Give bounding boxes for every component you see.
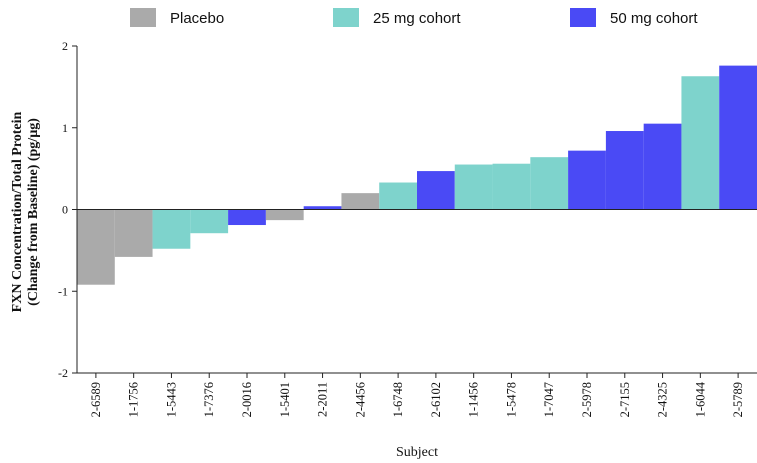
x-tick-label: 1-6044 bbox=[693, 381, 707, 417]
bar-2-5789 bbox=[719, 65, 757, 210]
y-tick-label: 0 bbox=[62, 203, 68, 217]
bar-2-5978 bbox=[568, 150, 606, 210]
bar-1-7376 bbox=[190, 209, 229, 234]
x-tick-label: 1-5443 bbox=[164, 382, 178, 417]
y-axis-title-line1: FXN Concentration/Total Protein bbox=[10, 111, 25, 312]
legend-swatch-50mg bbox=[570, 8, 596, 27]
bar-1-5401 bbox=[265, 209, 304, 221]
x-axis-title: Subject bbox=[396, 445, 438, 460]
x-tick-label: 1-5478 bbox=[504, 382, 518, 417]
x-tick-labels: 2-6589 1-1756 1-5443 1-7376 2-0016 1-5401 2-20… bbox=[89, 373, 745, 417]
y-tick-label: -1 bbox=[58, 284, 68, 298]
y-tick-label: -2 bbox=[58, 366, 68, 380]
bar-1-7047 bbox=[530, 157, 569, 210]
bars bbox=[77, 65, 757, 285]
legend-label-placebo: Placebo bbox=[170, 10, 224, 27]
bar-2-6589 bbox=[77, 209, 115, 285]
bar-2-4456 bbox=[341, 193, 380, 210]
legend-label-50mg: 50 mg cohort bbox=[610, 10, 698, 27]
bar-2-7155 bbox=[605, 131, 644, 210]
bar-1-5443 bbox=[152, 209, 191, 249]
x-tick-label: 1-1456 bbox=[467, 382, 481, 417]
x-tick-label: 2-5789 bbox=[731, 382, 745, 417]
axes bbox=[76, 46, 757, 374]
legend-swatch-placebo bbox=[130, 8, 156, 27]
legend: Placebo 25 mg cohort 50 mg cohort bbox=[130, 8, 698, 27]
x-tick-label: 1-7376 bbox=[202, 382, 216, 417]
bar-1-5478 bbox=[492, 163, 531, 210]
bar-1-1456 bbox=[454, 164, 493, 210]
bar-2-2011 bbox=[303, 206, 342, 210]
x-tick-label: 2-2011 bbox=[316, 382, 330, 417]
x-tick-label: 1-7047 bbox=[542, 382, 556, 417]
y-tick-label: 2 bbox=[62, 39, 68, 53]
bar-1-1756 bbox=[114, 209, 153, 257]
legend-label-25mg: 25 mg cohort bbox=[373, 10, 461, 27]
bar-1-6748 bbox=[379, 182, 417, 210]
x-tick-label: 1-6748 bbox=[391, 382, 405, 417]
legend-swatch-25mg bbox=[333, 8, 359, 27]
y-ticks: -2 -1 0 1 2 bbox=[58, 39, 77, 380]
x-tick-label: 2-5978 bbox=[580, 382, 594, 417]
bar-2-0016 bbox=[228, 209, 266, 226]
x-tick-label: 1-5401 bbox=[278, 382, 292, 417]
x-tick-label: 2-6589 bbox=[89, 382, 103, 417]
x-tick-label: 2-4325 bbox=[656, 382, 670, 417]
x-tick-label: 2-6102 bbox=[429, 382, 443, 417]
bar-1-6044 bbox=[681, 76, 720, 210]
y-axis-title-line2: (Change from Baseline) (pg/µg) bbox=[26, 118, 41, 306]
x-tick-label: 2-7155 bbox=[618, 382, 632, 417]
bar-2-6102 bbox=[417, 171, 455, 210]
bar-2-4325 bbox=[643, 123, 682, 210]
x-tick-label: 2-0016 bbox=[240, 382, 254, 417]
x-tick-label: 2-4456 bbox=[353, 382, 367, 417]
x-tick-label: 1-1756 bbox=[127, 382, 141, 417]
y-tick-label: 1 bbox=[62, 121, 68, 135]
